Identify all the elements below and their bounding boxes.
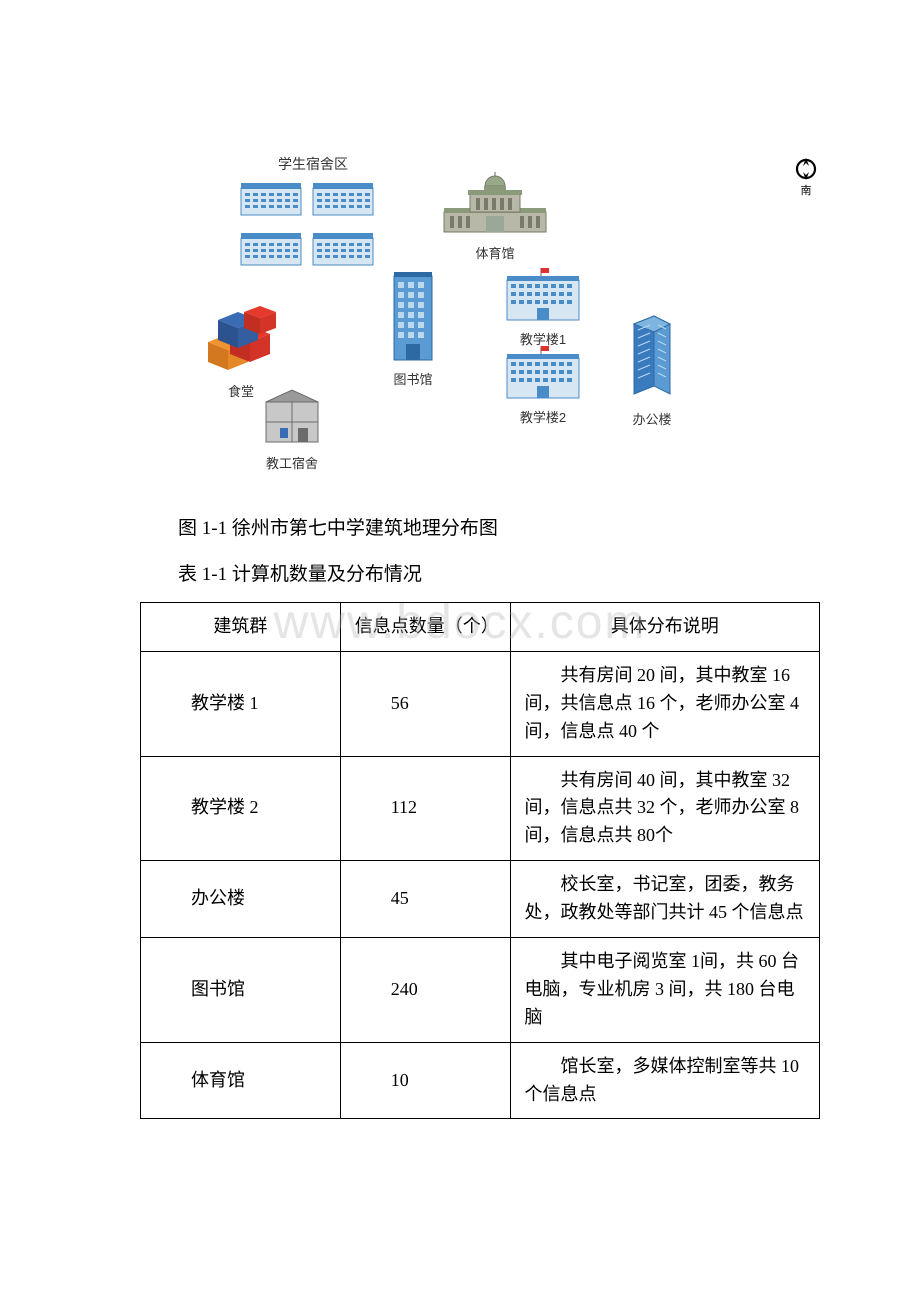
figure-caption: 图 1-1 徐州市第七中学建筑地理分布图 <box>140 510 820 548</box>
cell-desc: 共有房间 40 间，其中教室 32 间，信息点共 32 个，老师办公室 8 间，… <box>510 756 819 861</box>
library-label: 图书馆 <box>388 369 438 388</box>
compass-label: 南 <box>792 182 820 198</box>
campus-diagram: 学生宿舍区 南 体育馆 <box>100 140 820 480</box>
table-row: 教学楼 2 112 共有房间 40 间，其中教室 32 间，信息点共 32 个，… <box>141 756 820 861</box>
cell-count: 112 <box>340 756 510 861</box>
staff-dorm-icon: 教工宿舍 <box>260 388 324 472</box>
teaching2-label: 教学楼2 <box>505 407 581 426</box>
cell-name: 教学楼 2 <box>141 756 341 861</box>
library-icon: 图书馆 <box>388 268 438 388</box>
table-header: 信息点数量（个） <box>340 603 510 652</box>
cell-count: 240 <box>340 938 510 1043</box>
dorm-building-icon <box>312 232 374 271</box>
info-point-table: 建筑群 信息点数量（个） 具体分布说明 教学楼 1 56 共有房间 20 间，其… <box>140 602 820 1119</box>
table-header: 具体分布说明 <box>510 603 819 652</box>
cell-desc: 共有房间 20 间，其中教室 16 间，共信息点 16 个，老师办公室 4 间，… <box>510 651 819 756</box>
table-header-row: 建筑群 信息点数量（个） 具体分布说明 <box>141 603 820 652</box>
dorm-area-title: 学生宿舍区 <box>278 154 348 174</box>
dorm-building-icon <box>240 232 302 271</box>
staff-dorm-label: 教工宿舍 <box>260 453 324 472</box>
cell-desc: 馆长室，多媒体控制室等共 10 个信息点 <box>510 1042 819 1119</box>
cell-count: 45 <box>340 861 510 938</box>
gymnasium-icon: 体育馆 <box>440 172 550 262</box>
office-label: 办公楼 <box>620 409 684 428</box>
teaching2-icon: 教学楼2 <box>505 346 581 426</box>
table-row: 体育馆 10 馆长室，多媒体控制室等共 10 个信息点 <box>141 1042 820 1119</box>
cell-name: 教学楼 1 <box>141 651 341 756</box>
table-row: 教学楼 1 56 共有房间 20 间，其中教室 16 间，共信息点 16 个，老… <box>141 651 820 756</box>
table-header: 建筑群 <box>141 603 341 652</box>
compass-icon: 南 <box>792 156 820 196</box>
cell-desc: 校长室，书记室，团委，教务处，政教处等部门共计 45 个信息点 <box>510 861 819 938</box>
canteen-icon: 食堂 <box>200 298 282 400</box>
cell-name: 办公楼 <box>141 861 341 938</box>
cell-name: 体育馆 <box>141 1042 341 1119</box>
cell-desc: 其中电子阅览室 1间，共 60 台电脑，专业机房 3 间，共 180 台电脑 <box>510 938 819 1043</box>
dorm-building-icon <box>240 182 302 221</box>
table-row: 办公楼 45 校长室，书记室，团委，教务处，政教处等部门共计 45 个信息点 <box>141 861 820 938</box>
gymnasium-label: 体育馆 <box>440 243 550 262</box>
dorm-building-icon <box>312 182 374 221</box>
office-icon: 办公楼 <box>620 306 684 428</box>
cell-count: 56 <box>340 651 510 756</box>
cell-name: 图书馆 <box>141 938 341 1043</box>
table-row: 图书馆 240 其中电子阅览室 1间，共 60 台电脑，专业机房 3 间，共 1… <box>141 938 820 1043</box>
cell-count: 10 <box>340 1042 510 1119</box>
teaching1-icon: 教学楼1 <box>505 268 581 348</box>
table-caption: 表 1-1 计算机数量及分布情况 <box>140 556 820 594</box>
